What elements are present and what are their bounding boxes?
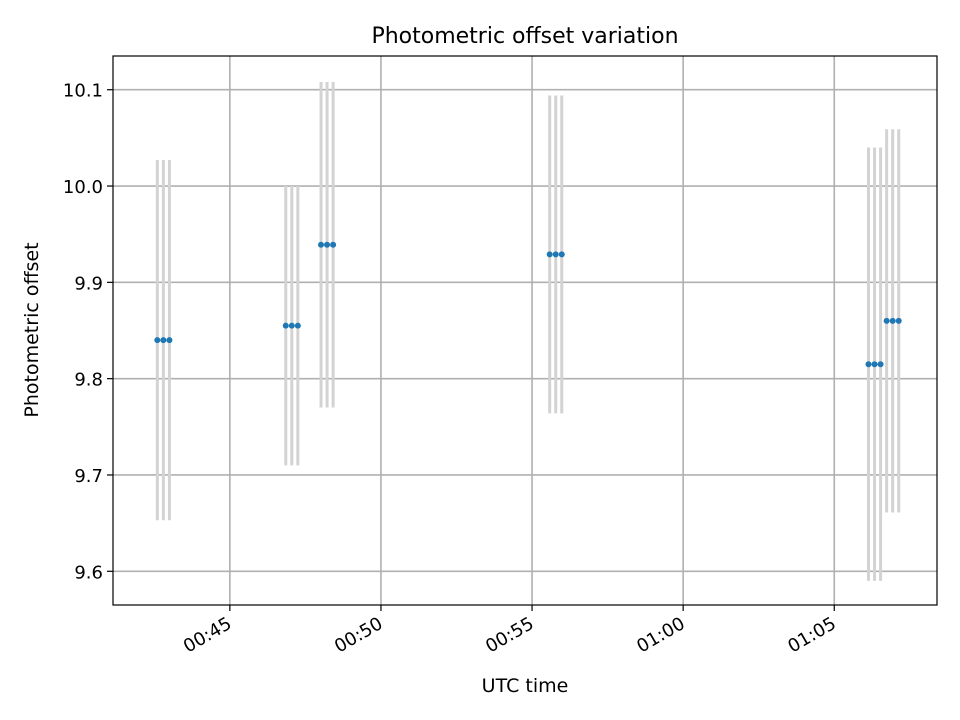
data-point — [294, 322, 301, 329]
data-point — [324, 241, 331, 248]
chart-title: Photometric offset variation — [371, 24, 678, 49]
data-point — [154, 337, 161, 344]
data-point — [895, 317, 902, 324]
y-tick-label: 9.6 — [74, 562, 103, 583]
data-point — [889, 317, 896, 324]
grid-lines — [113, 56, 937, 605]
data-point — [330, 241, 337, 248]
y-axis-ticks: 9.6 9.7 9.8 9.9 10.0 10.1 — [63, 81, 113, 583]
x-axis-label: UTC time — [482, 675, 569, 697]
y-axis-label: Photometric offset — [21, 242, 43, 417]
data-point — [877, 361, 884, 368]
y-tick-label: 10.1 — [63, 81, 103, 102]
data-point — [166, 337, 173, 344]
data-point — [546, 251, 553, 258]
data-points — [154, 241, 902, 368]
y-tick-label: 9.8 — [74, 370, 103, 391]
data-point — [558, 251, 565, 258]
plot-frame — [112, 55, 938, 606]
data-point — [865, 361, 872, 368]
y-tick-label: 9.7 — [74, 466, 103, 487]
data-point — [160, 337, 167, 344]
data-point — [552, 251, 559, 258]
data-point — [282, 322, 289, 329]
data-point — [288, 322, 295, 329]
data-point — [883, 317, 890, 324]
data-point — [318, 241, 325, 248]
y-tick-label: 10.0 — [63, 177, 103, 198]
data-point — [871, 361, 878, 368]
y-tick-label: 9.9 — [74, 273, 103, 294]
